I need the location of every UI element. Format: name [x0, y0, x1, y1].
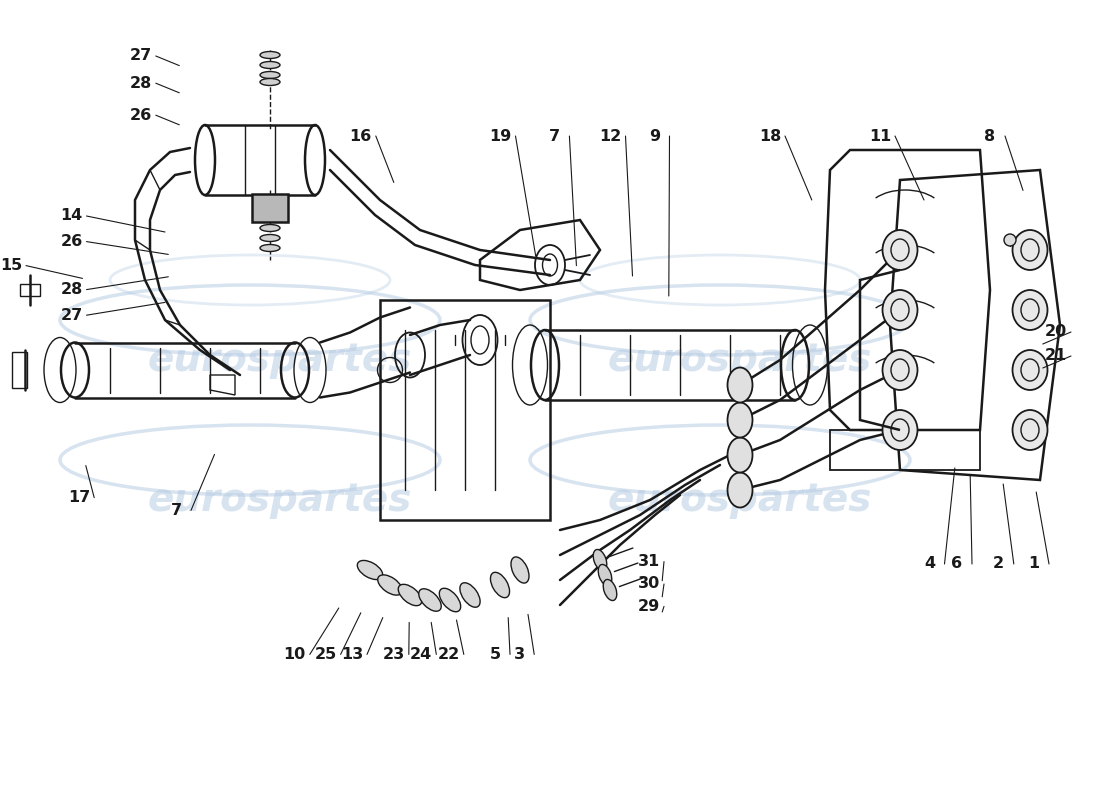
Ellipse shape: [882, 350, 917, 390]
Ellipse shape: [460, 582, 480, 607]
Ellipse shape: [260, 51, 280, 58]
Ellipse shape: [727, 438, 752, 473]
Text: 27: 27: [60, 308, 82, 322]
Ellipse shape: [260, 234, 280, 242]
Ellipse shape: [882, 410, 917, 450]
Text: 26: 26: [130, 108, 152, 122]
Text: eurospartes: eurospartes: [147, 341, 412, 379]
Bar: [12, 352, 28, 388]
Text: 4: 4: [924, 557, 935, 571]
Ellipse shape: [260, 245, 280, 251]
Text: 26: 26: [60, 234, 82, 249]
Text: 28: 28: [130, 76, 152, 90]
Ellipse shape: [512, 557, 529, 583]
Text: 17: 17: [68, 490, 90, 505]
Bar: [830, 430, 980, 470]
Ellipse shape: [727, 473, 752, 507]
Ellipse shape: [598, 565, 612, 586]
Ellipse shape: [377, 575, 403, 595]
Bar: [379, 300, 550, 520]
Text: 9: 9: [649, 129, 660, 143]
Text: 13: 13: [341, 647, 363, 662]
Text: 18: 18: [759, 129, 781, 143]
Ellipse shape: [1012, 230, 1047, 270]
Text: 22: 22: [438, 647, 460, 662]
Ellipse shape: [882, 230, 917, 270]
Ellipse shape: [1004, 234, 1016, 246]
Text: 5: 5: [490, 647, 500, 662]
Text: 11: 11: [869, 129, 891, 143]
Ellipse shape: [727, 367, 752, 402]
Ellipse shape: [260, 62, 280, 69]
Text: 8: 8: [984, 129, 996, 143]
Ellipse shape: [1012, 410, 1047, 450]
Ellipse shape: [439, 588, 461, 612]
Ellipse shape: [593, 550, 607, 570]
Text: 7: 7: [549, 129, 560, 143]
Bar: [252, 194, 288, 222]
Text: 31: 31: [638, 554, 660, 569]
Ellipse shape: [398, 584, 421, 606]
Ellipse shape: [491, 572, 509, 598]
Ellipse shape: [882, 290, 917, 330]
Text: eurospartes: eurospartes: [147, 481, 412, 519]
Ellipse shape: [358, 561, 383, 579]
Text: 1: 1: [1028, 557, 1040, 571]
Ellipse shape: [1012, 350, 1047, 390]
Ellipse shape: [603, 579, 617, 601]
Text: 23: 23: [383, 647, 405, 662]
Text: 2: 2: [993, 557, 1004, 571]
Ellipse shape: [260, 71, 280, 78]
Text: 15: 15: [0, 258, 22, 273]
Ellipse shape: [727, 402, 752, 438]
Text: eurospartes: eurospartes: [608, 341, 872, 379]
Text: 16: 16: [350, 129, 372, 143]
Text: 27: 27: [130, 49, 152, 63]
Text: 19: 19: [490, 129, 512, 143]
Text: 24: 24: [410, 647, 432, 662]
Text: 10: 10: [284, 647, 306, 662]
Text: 21: 21: [1045, 349, 1067, 363]
Ellipse shape: [1012, 290, 1047, 330]
Text: 14: 14: [60, 209, 82, 223]
Ellipse shape: [260, 225, 280, 231]
Text: 3: 3: [514, 647, 525, 662]
Bar: [20, 284, 40, 296]
Text: 29: 29: [638, 599, 660, 614]
Ellipse shape: [260, 78, 280, 86]
Text: 6: 6: [952, 557, 962, 571]
Text: 12: 12: [600, 129, 621, 143]
Text: 30: 30: [638, 577, 660, 591]
Ellipse shape: [419, 589, 441, 611]
Text: 25: 25: [315, 647, 337, 662]
Text: eurospartes: eurospartes: [608, 481, 872, 519]
Text: 7: 7: [170, 503, 182, 518]
Text: 28: 28: [60, 282, 82, 297]
Text: 20: 20: [1045, 325, 1067, 339]
